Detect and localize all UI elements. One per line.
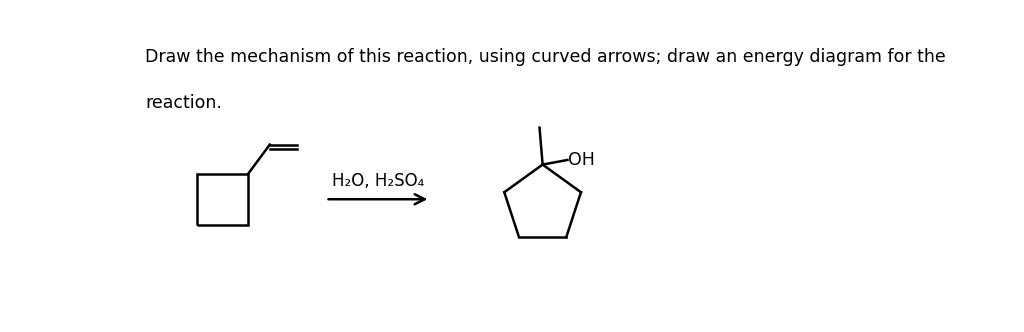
Text: OH: OH [568,151,595,169]
Text: reaction.: reaction. [145,94,222,112]
Text: Draw the mechanism of this reaction, using curved arrows; draw an energy diagram: Draw the mechanism of this reaction, usi… [145,47,946,65]
Text: H₂O, H₂SO₄: H₂O, H₂SO₄ [332,172,424,190]
